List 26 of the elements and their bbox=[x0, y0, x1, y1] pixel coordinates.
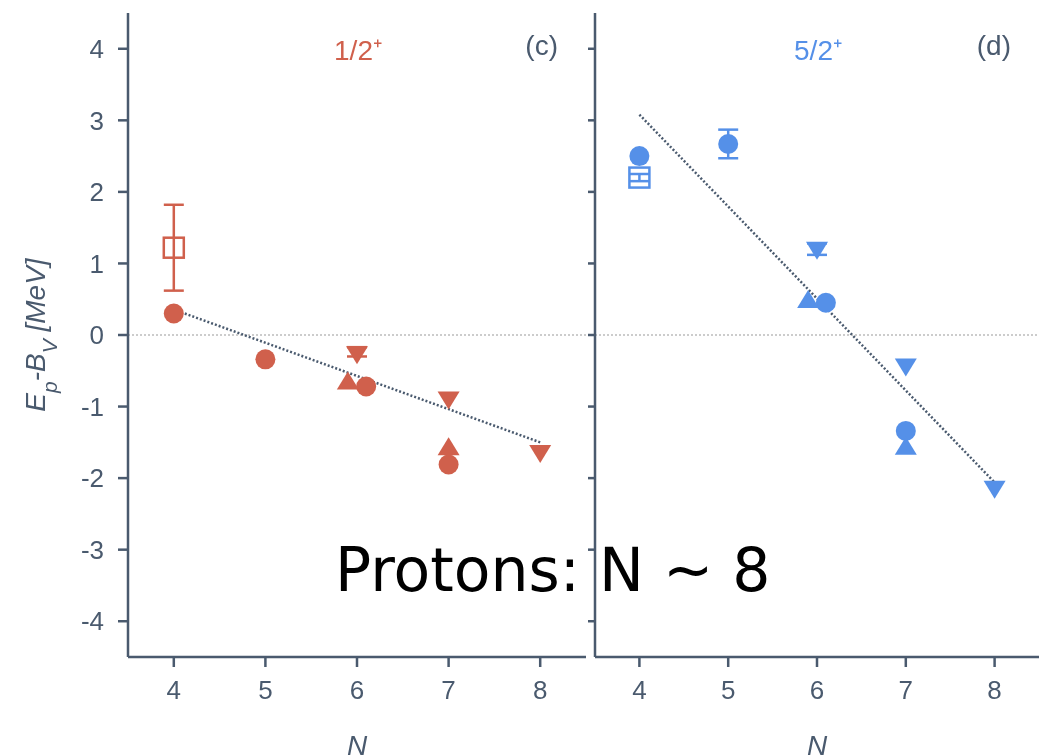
y-tick-label: 1 bbox=[89, 248, 104, 279]
x-tick-label: 7 bbox=[441, 675, 456, 706]
annotation: (c) bbox=[525, 30, 558, 62]
x-tick-label: 8 bbox=[532, 675, 548, 706]
y-tick-label: 2 bbox=[89, 177, 104, 208]
text: 1/2⁺ bbox=[334, 35, 382, 66]
y-tick-label: -4 bbox=[80, 606, 104, 637]
y-tick-label: -2 bbox=[80, 463, 104, 494]
y-tick-label: -3 bbox=[80, 534, 104, 565]
x-tick-label: 7 bbox=[898, 675, 914, 706]
y-tick-label: 3 bbox=[89, 105, 104, 136]
y-tick-label: -1 bbox=[80, 391, 104, 422]
x-axis-title: N bbox=[806, 730, 828, 755]
text: 5/2⁺ bbox=[794, 35, 842, 66]
y-tick-label: 4 bbox=[89, 34, 104, 65]
x-tick-label: 6 bbox=[809, 675, 825, 706]
annotation: (d) bbox=[976, 30, 1011, 62]
x-tick-label: 8 bbox=[987, 675, 1002, 706]
annotation: Protons: N ~ 8 bbox=[335, 535, 771, 605]
x-tick-label: 4 bbox=[166, 675, 182, 706]
y-tick-label: 0 bbox=[89, 320, 104, 351]
x-tick-label: 4 bbox=[632, 675, 647, 706]
x-axis-title: N bbox=[346, 730, 368, 755]
x-tick-label: 5 bbox=[720, 675, 736, 706]
x-tick-label: 6 bbox=[349, 675, 365, 706]
x-tick-label: 5 bbox=[258, 675, 273, 706]
